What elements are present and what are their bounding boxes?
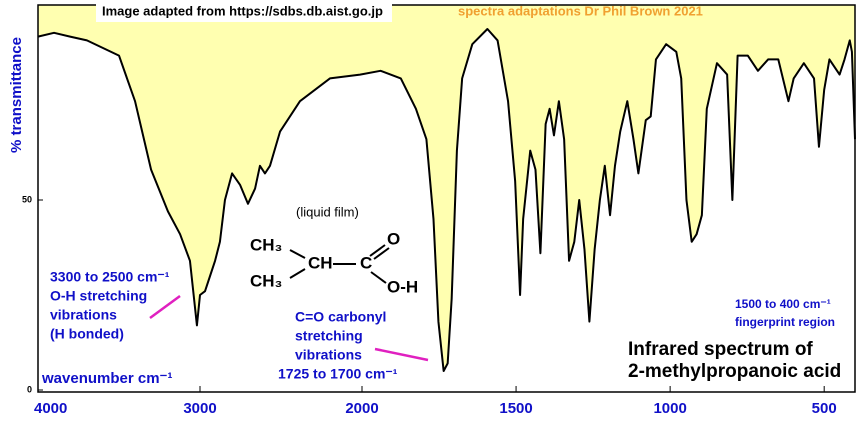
structure-label: CH	[308, 253, 333, 272]
y-tick-label: 50	[22, 194, 32, 204]
annotation: vibrations	[295, 347, 362, 363]
structure-label: CH₃	[250, 235, 282, 254]
chart-subtitle: 2-methylpropanoic acid	[628, 361, 841, 382]
oh-note: 3300 to 2500 cm⁻¹ O-H stretching vibrati…	[50, 269, 170, 342]
x-tick-label: 2000	[345, 400, 378, 417]
annotation: O-H stretching	[50, 288, 147, 304]
annotation: C=O carbonyl	[295, 309, 386, 325]
x-tick-label: 500	[812, 400, 837, 417]
structure-label: C	[360, 253, 372, 272]
annotation: 3300 to 2500 cm⁻¹	[50, 269, 170, 285]
sample: (liquid film)	[296, 204, 359, 219]
pointer	[374, 347, 429, 362]
structure-label: O-H	[387, 277, 418, 296]
source-box	[96, 2, 392, 22]
y-tick-label: 0	[27, 384, 32, 394]
source: Image adapted from https://sdbs.db.aist.…	[102, 3, 383, 18]
credit: spectra adaptations Dr Phil Brown 2021	[458, 3, 703, 18]
fingerprint-note: 1500 to 400 cm⁻¹ fingerprint region	[735, 297, 835, 329]
co-note: C=O carbonyl stretching vibrations 1725 …	[278, 309, 398, 382]
frame	[37, 4, 856, 393]
annotation: stretching	[295, 328, 363, 344]
x-label: wavenumber cm⁻¹	[41, 370, 172, 387]
pointer	[149, 294, 181, 320]
chart-title: Infrared spectrum of	[628, 339, 813, 360]
annotation: (H bonded)	[50, 326, 124, 342]
annotation: 1725 to 1700 cm⁻¹	[278, 366, 398, 382]
structure-label: O	[387, 229, 400, 248]
structure: CH₃ CH₃ CH C O O-H	[250, 229, 418, 296]
x-tick-label: 1000	[653, 400, 686, 417]
x-tick-label: 3000	[183, 400, 216, 417]
bonds	[289, 244, 390, 284]
x-tick-label: 4000	[34, 400, 67, 417]
spectrum-line	[37, 28, 856, 372]
structure-label: CH₃	[250, 271, 282, 290]
annotation: vibrations	[50, 307, 117, 323]
annotation: 1500 to 400 cm⁻¹	[735, 297, 831, 311]
y-label: % transmittance	[8, 37, 25, 153]
annotation: fingerprint region	[735, 315, 835, 329]
area	[38, 5, 855, 371]
plot-area	[37, 5, 856, 372]
x-tick-label: 1500	[499, 400, 532, 417]
